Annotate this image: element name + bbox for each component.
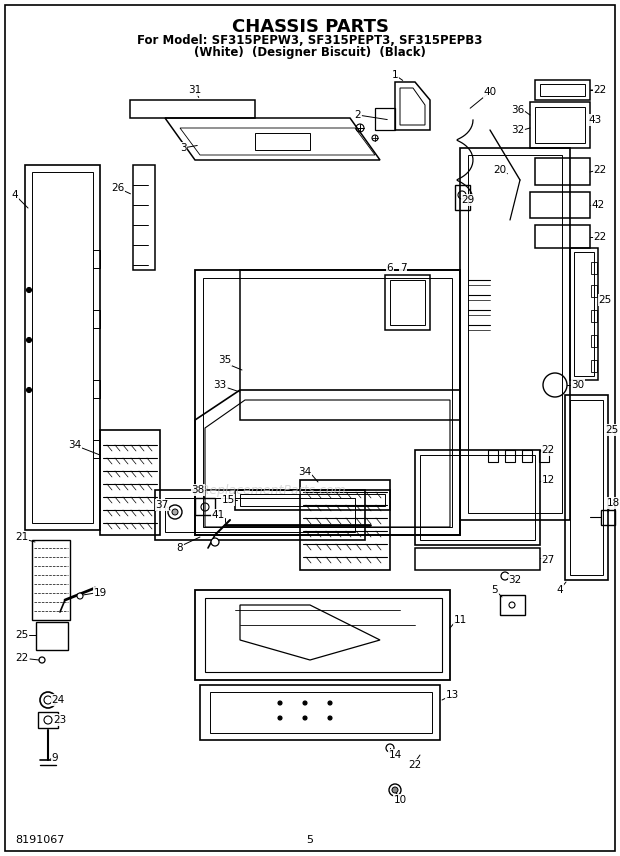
Text: 43: 43 [588,115,601,125]
Text: 18: 18 [606,498,619,508]
Text: 2: 2 [355,110,361,120]
Circle shape [77,593,83,599]
Text: 25: 25 [605,425,619,435]
Text: eReplacementParts.com: eReplacementParts.com [193,484,347,496]
Text: (White)  (Designer Biscuit)  (Black): (White) (Designer Biscuit) (Black) [194,46,426,59]
Text: 22: 22 [593,165,606,175]
Text: 21: 21 [16,532,29,542]
Circle shape [27,288,32,293]
Text: 15: 15 [221,495,234,505]
Text: 8: 8 [177,543,184,553]
Text: 26: 26 [112,183,125,193]
Text: 7: 7 [400,263,406,273]
Text: 19: 19 [94,588,107,598]
Text: 31: 31 [188,85,202,95]
Text: 25: 25 [598,295,611,305]
Text: 34: 34 [68,440,82,450]
Circle shape [328,701,332,705]
Text: 22: 22 [593,85,606,95]
Text: 22: 22 [541,445,555,455]
Circle shape [27,388,32,393]
Text: 10: 10 [394,795,407,805]
Text: 24: 24 [51,695,64,705]
Text: 8191067: 8191067 [15,835,64,845]
Text: 13: 13 [445,690,459,700]
Text: 6: 6 [387,263,393,273]
Text: 12: 12 [541,475,555,485]
Text: 27: 27 [541,555,555,565]
Text: 36: 36 [512,105,525,115]
Text: 4: 4 [557,585,564,595]
Text: 33: 33 [213,380,227,390]
Text: 32: 32 [508,575,521,585]
Text: For Model: SF315PEPW3, SF315PEPT3, SF315PEPB3: For Model: SF315PEPW3, SF315PEPT3, SF315… [137,34,483,47]
Text: 3: 3 [180,143,187,153]
Circle shape [27,337,32,342]
Circle shape [278,716,282,720]
Text: 29: 29 [461,195,475,205]
Text: 23: 23 [53,715,66,725]
Circle shape [172,509,178,515]
Text: 20: 20 [494,165,507,175]
Text: 40: 40 [484,87,497,97]
Text: 30: 30 [572,380,585,390]
Text: 41: 41 [211,510,224,520]
Text: 22: 22 [593,85,606,95]
Circle shape [211,538,219,546]
Circle shape [328,716,332,720]
Text: 14: 14 [388,750,402,760]
Text: 11: 11 [453,615,467,625]
Text: 22: 22 [409,760,422,770]
Text: CHASSIS PARTS: CHASSIS PARTS [231,18,389,36]
Text: 35: 35 [218,355,232,365]
Text: 32: 32 [512,125,525,135]
Circle shape [278,701,282,705]
Text: 38: 38 [192,485,205,495]
Text: 9: 9 [51,753,58,763]
Text: 5: 5 [492,585,498,595]
Text: 5: 5 [306,835,314,845]
Circle shape [392,787,398,793]
Text: 1: 1 [392,70,398,80]
Text: 22: 22 [593,232,606,242]
Text: 4: 4 [12,190,19,200]
Text: 25: 25 [16,630,29,640]
Circle shape [303,701,307,705]
Circle shape [303,716,307,720]
Text: 42: 42 [591,200,604,210]
Text: 22: 22 [16,653,29,663]
Text: 34: 34 [298,467,312,477]
Text: 37: 37 [156,500,169,510]
